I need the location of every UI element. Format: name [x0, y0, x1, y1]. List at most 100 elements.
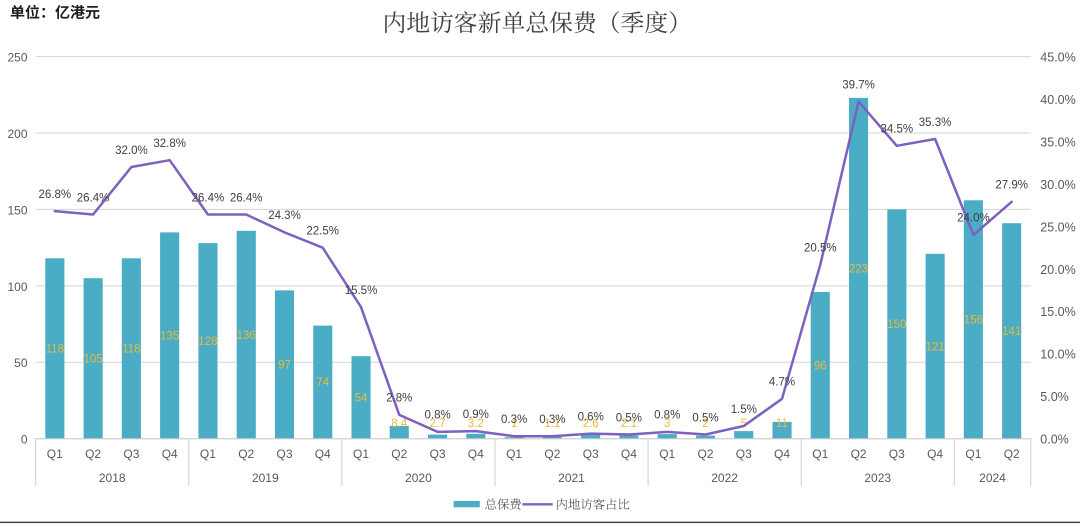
svg-text:2.7: 2.7	[430, 418, 446, 430]
svg-text:156: 156	[964, 315, 983, 327]
svg-text:0.6%: 0.6%	[578, 411, 604, 423]
svg-text:Q3: Q3	[583, 447, 599, 461]
svg-text:1.5%: 1.5%	[731, 404, 757, 416]
svg-text:Q2: Q2	[391, 447, 407, 461]
svg-text:26.4%: 26.4%	[230, 192, 263, 204]
svg-text:Q4: Q4	[315, 447, 331, 461]
svg-text:Q2: Q2	[544, 447, 560, 461]
svg-text:118: 118	[46, 344, 64, 356]
svg-text:121: 121	[926, 341, 945, 353]
svg-text:0.9%: 0.9%	[463, 409, 489, 421]
svg-text:Q2: Q2	[1004, 447, 1020, 461]
svg-text:96: 96	[814, 360, 827, 372]
svg-text:Q1: Q1	[965, 447, 981, 461]
svg-text:2023: 2023	[864, 471, 891, 485]
svg-text:22.5%: 22.5%	[306, 226, 339, 238]
svg-text:40.0%: 40.0%	[1040, 93, 1075, 107]
svg-text:200: 200	[7, 127, 27, 141]
svg-text:26.8%: 26.8%	[38, 189, 71, 201]
svg-text:54: 54	[355, 393, 368, 405]
svg-text:74: 74	[316, 377, 329, 389]
svg-text:45.0%: 45.0%	[1040, 51, 1075, 65]
svg-text:2018: 2018	[99, 471, 126, 485]
svg-text:Q2: Q2	[697, 447, 713, 461]
svg-text:34.5%: 34.5%	[880, 124, 913, 136]
svg-text:Q2: Q2	[851, 447, 867, 461]
svg-text:Q4: Q4	[774, 447, 790, 461]
svg-text:2.6: 2.6	[583, 418, 599, 430]
svg-text:105: 105	[84, 354, 103, 366]
svg-text:223: 223	[849, 263, 868, 275]
svg-text:26.4%: 26.4%	[77, 192, 110, 204]
svg-text:Q3: Q3	[430, 447, 446, 461]
svg-text:2.8%: 2.8%	[386, 393, 412, 405]
svg-text:Q1: Q1	[659, 447, 675, 461]
svg-text:25.0%: 25.0%	[1040, 220, 1075, 234]
svg-text:2020: 2020	[405, 471, 432, 485]
svg-text:97: 97	[278, 360, 291, 372]
svg-text:35.0%: 35.0%	[1040, 135, 1075, 149]
svg-text:128: 128	[198, 336, 217, 348]
svg-text:136: 136	[237, 330, 256, 342]
svg-text:0.3%: 0.3%	[501, 414, 527, 426]
svg-text:0.8%: 0.8%	[424, 410, 450, 422]
svg-text:3: 3	[664, 418, 670, 430]
svg-text:30.0%: 30.0%	[1040, 178, 1075, 192]
svg-text:5.0%: 5.0%	[1040, 390, 1069, 404]
svg-text:27.9%: 27.9%	[995, 180, 1028, 192]
svg-text:150: 150	[887, 319, 906, 331]
svg-text:35.3%: 35.3%	[919, 117, 952, 129]
svg-text:Q4: Q4	[927, 447, 943, 461]
svg-text:2: 2	[702, 418, 708, 430]
svg-text:32.8%: 32.8%	[153, 138, 186, 150]
svg-text:2022: 2022	[711, 471, 738, 485]
svg-text:Q1: Q1	[200, 447, 216, 461]
svg-text:0.5%: 0.5%	[692, 412, 718, 424]
svg-text:10.0%: 10.0%	[1040, 348, 1075, 362]
svg-text:24.3%: 24.3%	[268, 210, 301, 222]
svg-text:Q4: Q4	[468, 447, 484, 461]
svg-text:3.2: 3.2	[468, 418, 484, 430]
svg-text:Q4: Q4	[621, 447, 637, 461]
svg-text:100: 100	[7, 280, 27, 294]
svg-text:15.0%: 15.0%	[1040, 305, 1075, 319]
svg-text:Q1: Q1	[353, 447, 369, 461]
svg-text:0.8%: 0.8%	[654, 410, 680, 422]
svg-text:4.7%: 4.7%	[769, 377, 795, 389]
svg-text:Q1: Q1	[506, 447, 522, 461]
svg-text:Q3: Q3	[123, 447, 139, 461]
svg-text:24.0%: 24.0%	[957, 213, 990, 225]
svg-text:Q4: Q4	[162, 447, 178, 461]
svg-text:250: 250	[7, 51, 27, 65]
svg-text:20.0%: 20.0%	[1040, 263, 1075, 277]
svg-text:135: 135	[160, 331, 179, 343]
svg-text:1.1: 1.1	[544, 418, 560, 430]
svg-text:11: 11	[776, 418, 788, 430]
svg-text:2.1: 2.1	[621, 418, 637, 430]
svg-text:0.3%: 0.3%	[539, 414, 565, 426]
svg-text:Q3: Q3	[889, 447, 905, 461]
svg-text:2024: 2024	[979, 471, 1006, 485]
svg-text:2021: 2021	[558, 471, 585, 485]
svg-text:26.4%: 26.4%	[192, 192, 225, 204]
svg-text:0.0%: 0.0%	[1040, 433, 1069, 447]
svg-text:Q2: Q2	[85, 447, 101, 461]
svg-text:0.5%: 0.5%	[616, 412, 642, 424]
svg-text:Q1: Q1	[812, 447, 828, 461]
svg-text:Q3: Q3	[736, 447, 752, 461]
svg-text:Q1: Q1	[47, 447, 63, 461]
svg-text:141: 141	[1002, 326, 1021, 338]
svg-text:150: 150	[7, 203, 27, 217]
svg-text:118: 118	[122, 344, 140, 356]
svg-text:Q2: Q2	[238, 447, 254, 461]
svg-text:50: 50	[14, 356, 28, 370]
svg-text:8.4: 8.4	[391, 418, 408, 430]
svg-text:1: 1	[511, 418, 517, 430]
svg-text:0: 0	[21, 433, 28, 447]
svg-text:5: 5	[741, 418, 747, 430]
svg-text:20.5%: 20.5%	[804, 242, 837, 254]
svg-text:Q3: Q3	[276, 447, 292, 461]
svg-text:15.5%: 15.5%	[345, 285, 378, 297]
svg-text:32.0%: 32.0%	[115, 145, 148, 157]
svg-text:2019: 2019	[252, 471, 279, 485]
